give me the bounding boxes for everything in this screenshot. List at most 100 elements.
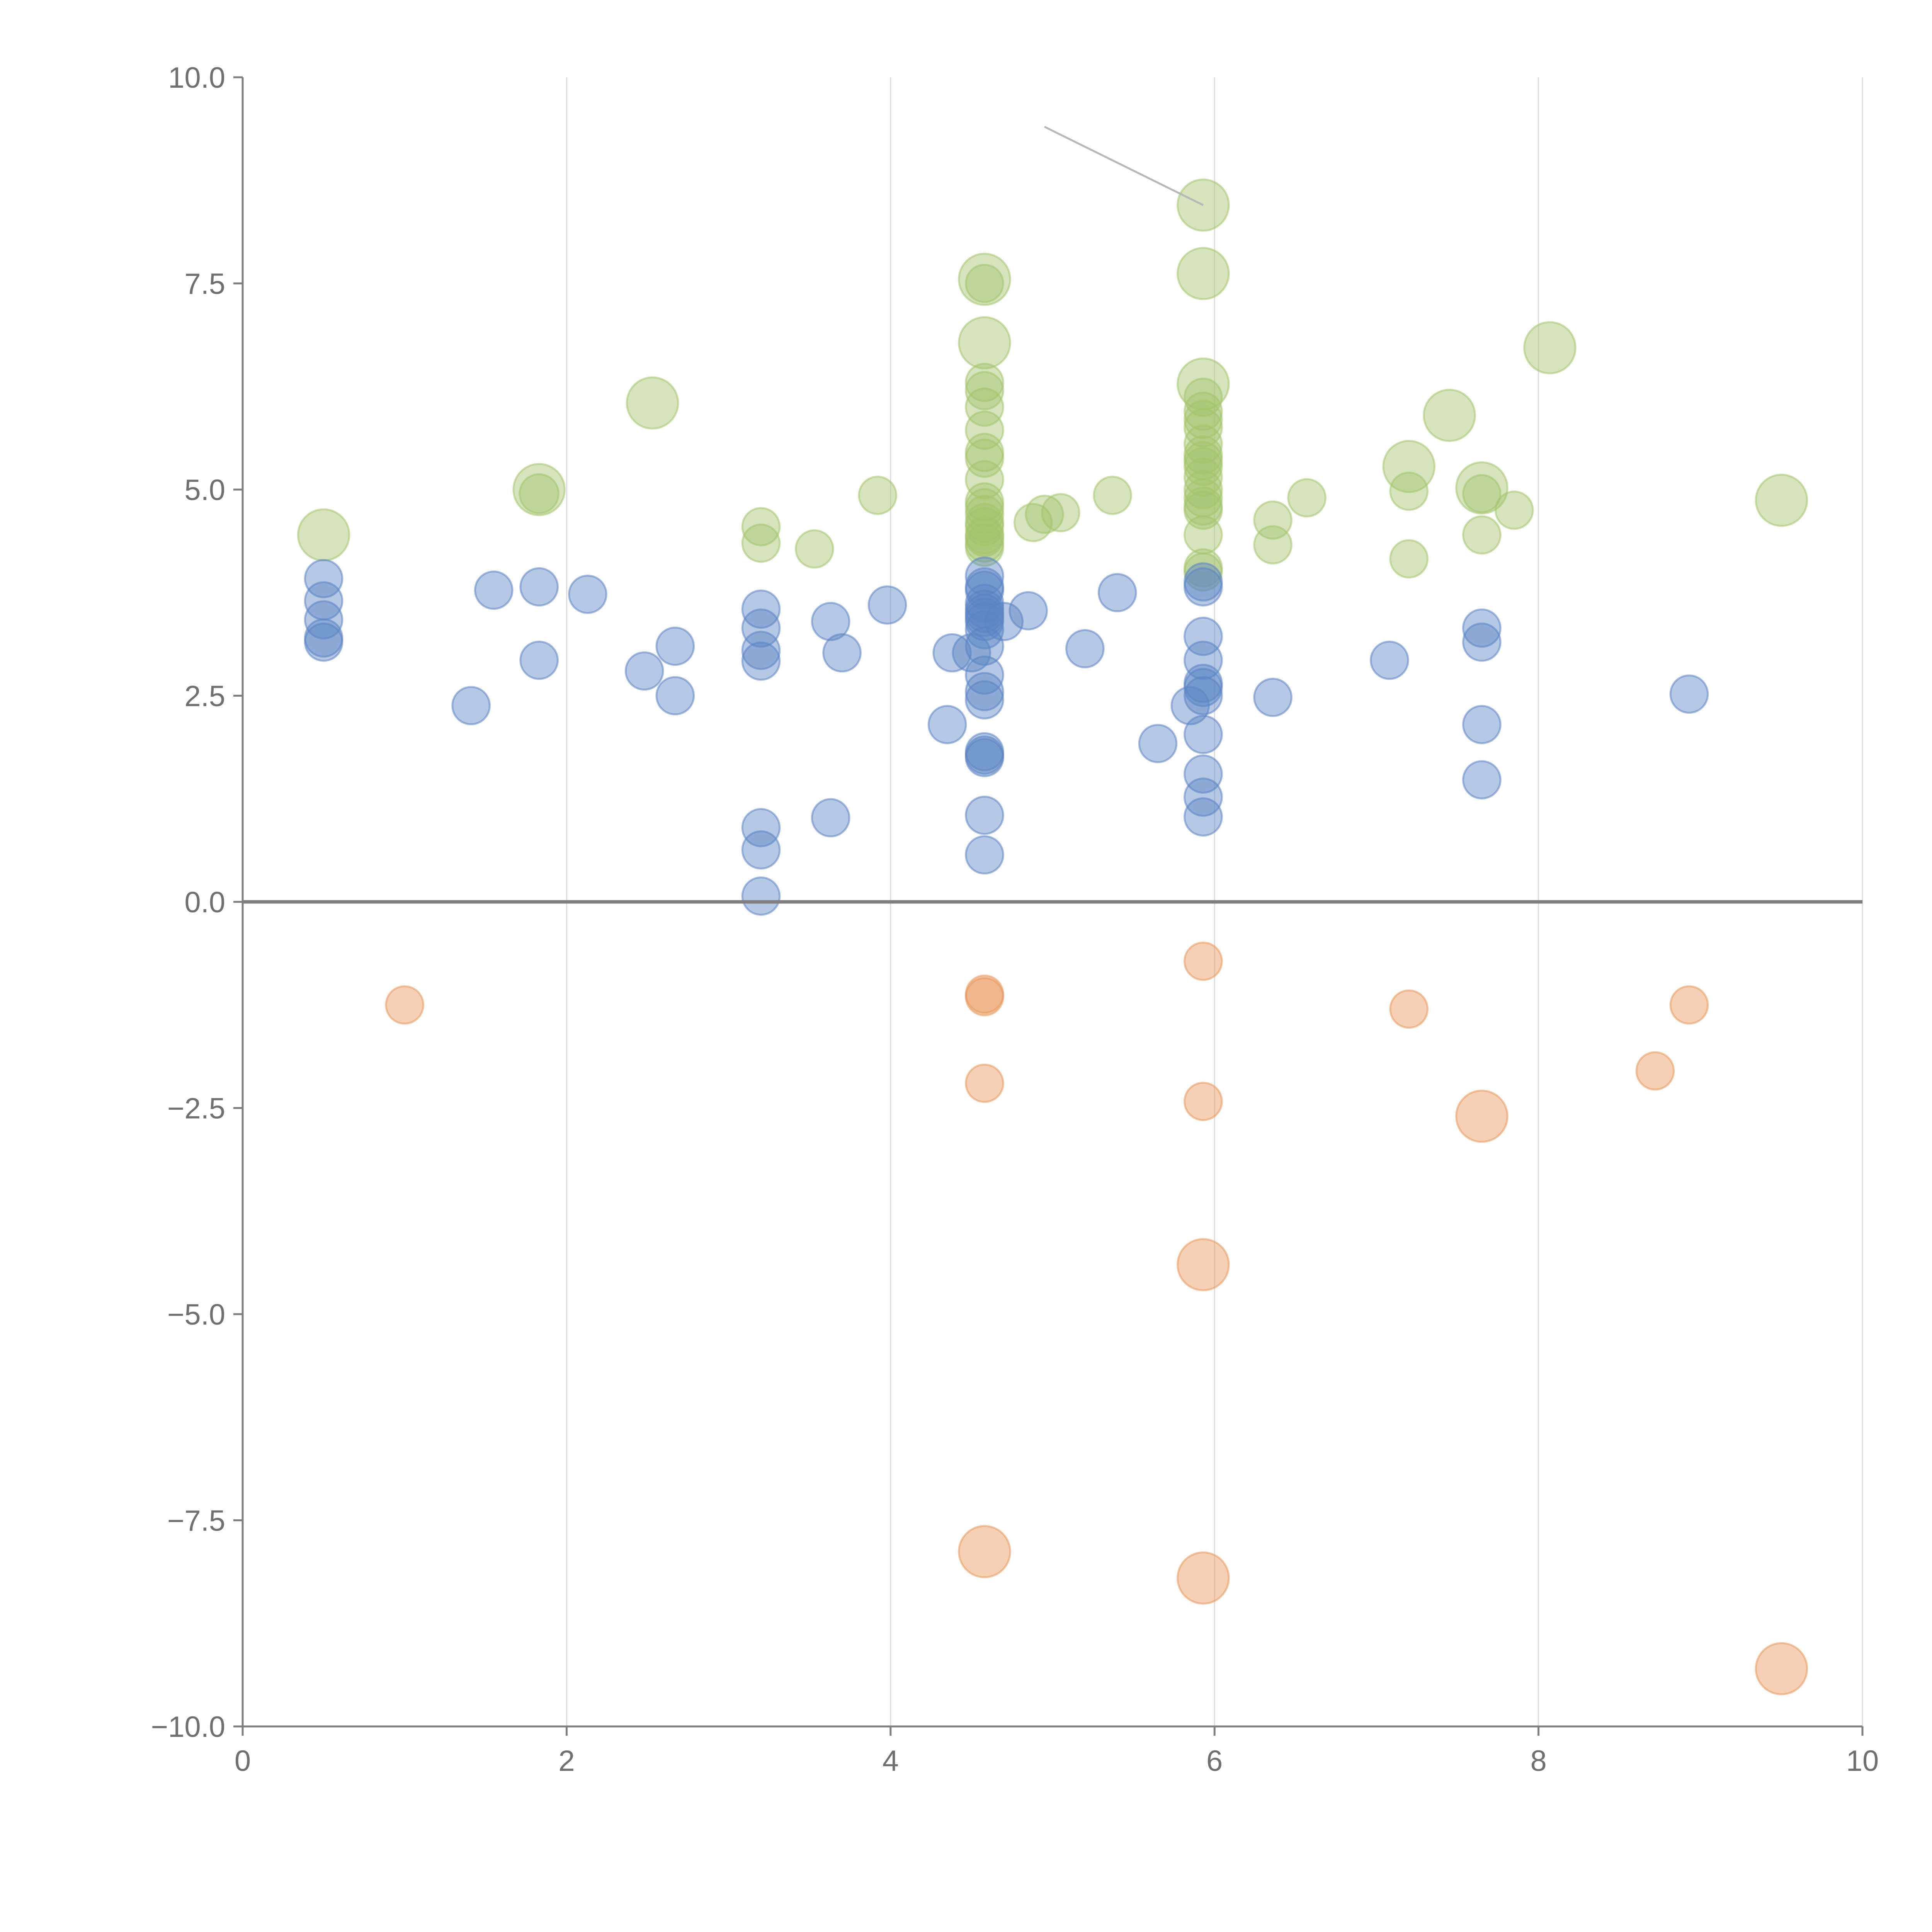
blue-bubble [1184, 567, 1223, 607]
blue-bubble [927, 705, 967, 744]
x-tick-label: 0 [235, 1745, 251, 1777]
green-bubble [297, 508, 350, 562]
blue-bubble [1462, 705, 1502, 744]
blue-bubble [741, 631, 781, 670]
blue-bubble [624, 651, 664, 691]
blue-bubble [741, 641, 781, 681]
green-bubble [1287, 478, 1327, 518]
green-bubble [965, 371, 1004, 410]
orange-bubble [1177, 1238, 1230, 1291]
blue-bubble [965, 680, 1004, 719]
green-bubble [519, 473, 560, 514]
blue-bubble [965, 738, 1004, 777]
blue-bubble [304, 559, 344, 599]
green-bubble [1382, 440, 1435, 493]
orange-bubble [958, 1525, 1011, 1578]
orange-bubble [1184, 941, 1223, 981]
green-bubble [1184, 424, 1223, 464]
blue-bubble [304, 622, 344, 662]
y-tick-label: 0.0 [184, 886, 225, 919]
green-bubble [965, 495, 1004, 534]
blue-bubble [741, 808, 781, 847]
green-bubble [965, 410, 1004, 450]
green-bubble [965, 527, 1004, 567]
blue-bubble [1065, 629, 1105, 668]
y-tick-label: −5.0 [167, 1298, 225, 1331]
blue-bubble [1184, 640, 1223, 680]
green-bubble [1184, 391, 1223, 431]
blue-bubble [1138, 724, 1178, 764]
blue-bubble [519, 567, 559, 607]
green-bubble [1184, 378, 1223, 417]
y-tick-label: −2.5 [167, 1092, 225, 1125]
blue-bubble [568, 575, 607, 614]
green-bubble [1184, 515, 1223, 555]
blue-bubble [741, 876, 781, 916]
blue-bubble [965, 672, 1004, 711]
blue-bubble [655, 676, 695, 716]
x-tick-label: 8 [1530, 1745, 1546, 1777]
x-tick-label: 2 [558, 1745, 575, 1777]
green-bubble [1253, 525, 1293, 565]
blue-bubble [965, 610, 1004, 650]
orange-bubble [385, 985, 424, 1025]
green-bubble [965, 387, 1004, 427]
blue-bubble [1184, 617, 1223, 656]
green-bubble [1494, 490, 1534, 530]
blue-bubble [1184, 668, 1223, 707]
blue-bubble [519, 640, 559, 680]
green-bubble [1462, 515, 1502, 555]
green-bubble [1455, 461, 1509, 515]
blue-bubble [811, 602, 850, 641]
green-bubble [1177, 247, 1230, 300]
green-bubble [1184, 457, 1223, 497]
green-bubble [626, 376, 679, 430]
green-bubble [965, 439, 1004, 478]
y-tick-label: 5.0 [184, 474, 225, 507]
annotation-leader-line [1044, 126, 1204, 206]
green-bubble [1184, 552, 1223, 592]
blue-bubble [655, 626, 695, 666]
y-tick-label: −10.0 [151, 1711, 225, 1743]
green-bubble [1041, 493, 1080, 532]
blue-bubble [965, 835, 1004, 875]
green-bubble [958, 316, 1011, 369]
blue-bubble [741, 608, 781, 648]
blue-bubble [1462, 608, 1502, 648]
blue-bubble [451, 686, 491, 725]
x-tick-label: 10 [1846, 1745, 1879, 1777]
x-tick-label: 4 [883, 1745, 899, 1777]
green-bubble [741, 523, 781, 563]
green-bubble [1389, 539, 1429, 579]
y-tick-label: −7.5 [167, 1505, 225, 1537]
blue-bubble [474, 570, 514, 610]
blue-bubble [1669, 674, 1709, 714]
green-bubble [965, 460, 1004, 500]
blue-bubble [741, 830, 781, 870]
blue-bubble [984, 602, 1024, 641]
green-bubble [965, 507, 1004, 546]
x-tick-label: 6 [1206, 1745, 1223, 1777]
y-tick-label: 7.5 [184, 268, 225, 301]
blue-bubble [1184, 777, 1223, 817]
orange-bubble [965, 1063, 1004, 1103]
bubble-layer [297, 179, 1808, 1696]
blue-bubble [1184, 797, 1223, 837]
axis-layer [242, 77, 1862, 1728]
green-bubble [1523, 321, 1577, 374]
green-bubble [1025, 495, 1064, 534]
green-bubble [1093, 476, 1132, 515]
green-bubble [1184, 470, 1223, 509]
blue-bubble [822, 633, 862, 673]
blue-bubble [965, 796, 1004, 835]
green-bubble [794, 529, 834, 569]
blue-bubble [1097, 573, 1137, 612]
green-bubble [1423, 389, 1476, 442]
blue-bubble [811, 798, 850, 838]
orange-bubble [1177, 1551, 1230, 1605]
green-bubble [1184, 408, 1223, 447]
y-tick-label: 2.5 [184, 680, 225, 713]
y-tick-label: 10.0 [168, 61, 225, 94]
tick-label-layer: 0 2 4 6 8 10 −10.0 −7.5 −5.0 −2.5 0.0 2.5 5.0 7.5 10.0 [151, 61, 1879, 1777]
